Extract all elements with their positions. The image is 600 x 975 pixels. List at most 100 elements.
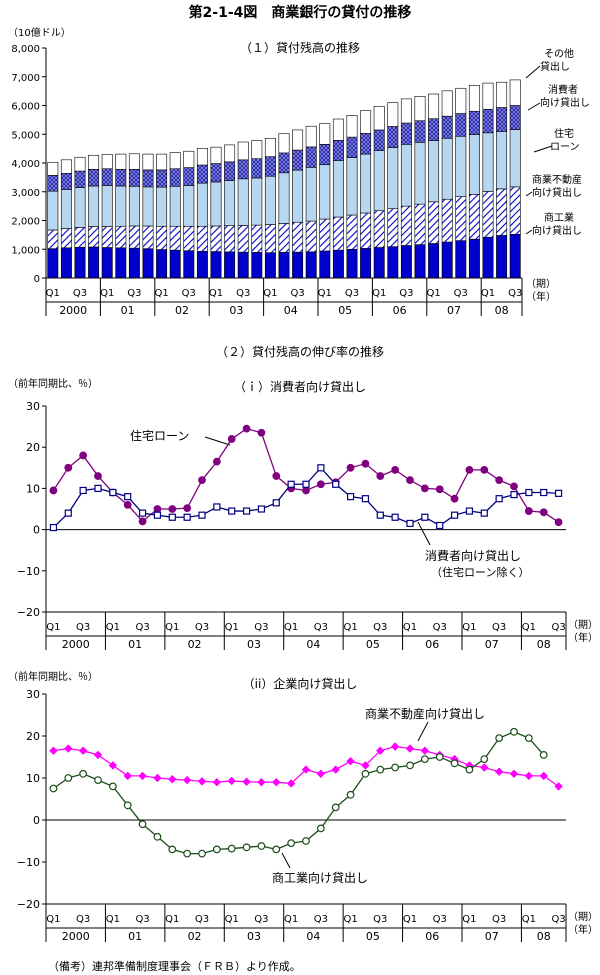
chart3-series-point-1 <box>123 801 132 810</box>
bar-consumer <box>88 169 100 187</box>
chart1-quarter-label: Q1 <box>263 288 277 299</box>
chart2-quarter-label: Q1 <box>462 622 476 633</box>
bar-mortgage <box>305 167 317 222</box>
chart3-series-point-0 <box>197 777 207 786</box>
bar-mortgage <box>237 178 249 226</box>
chart3-series-point-0 <box>64 744 73 753</box>
bar-consumer <box>101 168 113 186</box>
bar-other <box>224 144 236 163</box>
chart2-quarter-label: Q1 <box>225 622 239 633</box>
bar-cre <box>101 226 113 248</box>
chart1-quarter-label: Q1 <box>46 288 60 299</box>
chart2-quarter-label: Q3 <box>76 622 90 633</box>
chart2-y-tick-label: −10 <box>17 565 40 578</box>
chart3-series-point-1 <box>168 845 177 854</box>
bar-ci <box>441 241 453 279</box>
chart3-series-point-1 <box>138 820 147 829</box>
bar-mortgage <box>509 129 521 188</box>
label-ci-series: 商工業向け貸出し <box>272 870 368 885</box>
chart1-year-label: 06 <box>393 304 407 317</box>
chart3-quarter-label: Q1 <box>462 914 476 925</box>
chart2-year-label: 01 <box>128 638 142 651</box>
bar-consumer <box>509 105 521 130</box>
bar-cre <box>237 225 249 253</box>
chart3-series-point-1 <box>420 755 429 763</box>
bar-other <box>47 162 59 176</box>
bar-cre <box>455 196 467 241</box>
bar-cre <box>414 203 426 245</box>
bar-consumer <box>360 133 372 155</box>
label-cre-series: 商業不動産向け貸出し <box>365 706 485 721</box>
chart2-quarter-label: Q1 <box>403 622 417 633</box>
chart1-y-tick-label: 1,000 <box>11 245 40 256</box>
chart2-quarter-label: Q1 <box>165 622 179 633</box>
chart3-quarter-label: Q1 <box>106 914 120 925</box>
chart2-unit-label: （前年同期比、％） <box>8 377 98 390</box>
chart2-series-point-1 <box>540 488 548 497</box>
chart3-series-point-1 <box>465 765 474 774</box>
chart3-series-point-0 <box>494 767 504 776</box>
bar-mortgage <box>60 189 72 229</box>
bar-ci <box>292 251 304 279</box>
chart2-series-point-1 <box>436 521 444 530</box>
bar-consumer <box>332 139 344 162</box>
chart3-series-point-1 <box>450 759 459 768</box>
bar-cre <box>292 221 304 253</box>
legend-other-loans-line1: その他 <box>544 47 574 60</box>
bar-consumer <box>196 164 208 184</box>
bar-consumer <box>74 170 86 188</box>
chart3-quarter-label: Q1 <box>165 914 179 925</box>
bar-mortgage <box>128 185 140 227</box>
bar-other <box>496 81 508 108</box>
chart2-series-point-0 <box>242 424 251 433</box>
bar-ci <box>414 244 426 279</box>
chart2-series-point-1 <box>525 488 533 497</box>
chart2-series-point-1 <box>287 480 295 488</box>
bar-other <box>400 98 412 124</box>
bar-other <box>156 153 168 171</box>
chart1-quarter-label: Q3 <box>127 288 141 299</box>
chart2-year-label: 07 <box>485 638 499 651</box>
bar-ci <box>47 248 59 279</box>
chart1-quarter-label: Q3 <box>290 288 304 299</box>
chart1-quarter-label: Q1 <box>426 288 440 299</box>
chart1-y-tick-label: 5,000 <box>11 130 40 141</box>
chart3-series-point-0 <box>554 782 563 791</box>
chart2-y-tick-label: 20 <box>26 441 40 454</box>
chart1-quarter-label: Q1 <box>318 288 332 299</box>
bar-ci <box>387 246 399 279</box>
chart3-series-point-1 <box>539 751 548 759</box>
chart1-year-label: 05 <box>338 304 352 317</box>
chart1-x-unit-label: （期） <box>526 278 556 290</box>
chart3-series-point-0 <box>168 775 177 784</box>
bar-other <box>387 102 399 127</box>
chart2-series-point-1 <box>228 507 236 515</box>
bar-mortgage <box>373 150 385 212</box>
bar-cre <box>400 205 412 246</box>
chart2-quarter-label: Q3 <box>135 622 149 633</box>
bar-ci <box>169 249 181 279</box>
chart2-series-point-0 <box>391 465 400 474</box>
bar-ci <box>509 234 521 279</box>
chart2-series-point-1 <box>510 490 518 499</box>
bar-consumer <box>142 169 154 188</box>
bar-mortgage <box>224 180 236 226</box>
chart3-series-point-1 <box>376 765 385 774</box>
bar-consumer <box>373 129 385 151</box>
bar-other <box>319 123 331 145</box>
chart3-quarter-label: Q1 <box>46 914 60 925</box>
bar-consumer <box>47 175 59 192</box>
chart3-series-point-1 <box>49 784 58 793</box>
chart2-series-point-0 <box>183 504 192 513</box>
bar-ci <box>210 251 222 279</box>
chart3-series-point-1 <box>302 837 310 845</box>
bar-mortgage <box>210 181 222 227</box>
chart3-series-point-1 <box>510 727 518 736</box>
chart3-series-point-1 <box>287 839 296 847</box>
bar-ci <box>264 252 276 279</box>
chart3-quarter-label: Q3 <box>314 914 328 925</box>
chart3-series-point-0 <box>361 761 370 770</box>
chart2-series-point-1 <box>317 464 325 472</box>
chart2-year-label: 06 <box>425 638 439 651</box>
bar-ci <box>88 246 100 279</box>
